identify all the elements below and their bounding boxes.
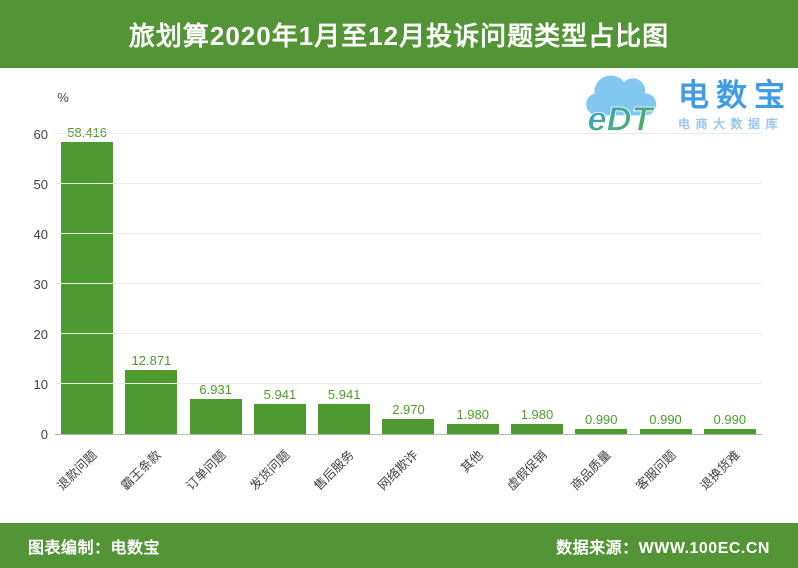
x-tick-label: 网络欺诈 bbox=[375, 447, 422, 494]
bar-column-网络欺诈: 2.970 bbox=[376, 402, 440, 434]
bar-value-label: 6.931 bbox=[199, 382, 232, 398]
bar-column-虚假促销: 1.980 bbox=[505, 407, 569, 434]
bar-value-label: 0.990 bbox=[584, 412, 618, 428]
bars-row: 58.416 12.871 6.931 5.941 5.941 2.970 1.980 1.9… bbox=[55, 125, 762, 434]
bar bbox=[125, 369, 178, 434]
bar-column-退换货难: 0.990 bbox=[698, 412, 762, 434]
logo-brand-text: 电数宝 bbox=[678, 77, 792, 113]
y-tick-label-20: 20 bbox=[33, 327, 48, 342]
bar-column-霸王条款: 12.871 bbox=[119, 353, 183, 434]
footer-band: 图表编制：电数宝 数据来源：WWW.100EC.CN bbox=[0, 523, 798, 568]
x-tick-label: 退款问题 bbox=[54, 447, 100, 494]
x-tick-label: 客服问题 bbox=[632, 447, 679, 494]
gridline-20 bbox=[55, 333, 762, 334]
plot-area: 58.416 12.871 6.931 5.941 5.941 2.970 1.980 1.9… bbox=[34, 125, 762, 493]
header-band: 旅划算2020年1月至12月投诉问题类型占比图 bbox=[0, 0, 798, 68]
gridline-40 bbox=[55, 233, 762, 234]
bar-column-其他: 1.980 bbox=[441, 407, 505, 434]
cloud-edt-text: eDT bbox=[588, 101, 656, 137]
bar bbox=[703, 429, 756, 434]
bar bbox=[446, 424, 499, 434]
bar-value-label: 0.990 bbox=[649, 412, 682, 428]
y-tick-label-30: 30 bbox=[33, 277, 48, 292]
logo-sub-text: 电商大数据库 bbox=[678, 117, 784, 132]
bar-value-label: 1.980 bbox=[456, 407, 489, 423]
x-tick-label: 霸王条款 bbox=[118, 447, 165, 494]
edt-logo: eDT 电数宝 电商大数据库 bbox=[580, 70, 792, 136]
y-axis-unit-label: % bbox=[57, 90, 69, 105]
bar-value-label: 1.980 bbox=[520, 407, 554, 423]
bar bbox=[382, 419, 435, 434]
x-tick-label: 发货问题 bbox=[247, 447, 293, 494]
bar-column-售后服务: 5.941 bbox=[312, 387, 376, 434]
gridline-60 bbox=[55, 133, 762, 134]
bar-column-客服问题: 0.990 bbox=[633, 412, 697, 434]
bar bbox=[575, 429, 628, 434]
y-tick-label-60: 60 bbox=[33, 127, 48, 142]
y-tick-label-50: 50 bbox=[33, 177, 48, 192]
x-tick-label: 商品质量 bbox=[568, 447, 614, 494]
x-tick-label: 退换货难 bbox=[697, 447, 743, 494]
bar-column-商品质量: 0.990 bbox=[569, 412, 633, 434]
bar-column-发货问题: 5.941 bbox=[248, 387, 312, 434]
bar bbox=[189, 399, 242, 434]
gridline-50 bbox=[55, 183, 762, 184]
x-axis-labels: 退款问题 霸王条款 订单问题 发货问题 售后服务 网络欺诈 其他 虚假促销 商品质量 客服问题 退换… bbox=[55, 435, 762, 505]
y-tick-label-0: 0 bbox=[40, 427, 48, 442]
x-tick-label: 虚假促销 bbox=[504, 447, 550, 494]
gridline-10 bbox=[55, 383, 762, 384]
gridline-30 bbox=[55, 283, 762, 284]
bar-value-label: 5.941 bbox=[327, 387, 361, 403]
chart-title: 旅划算2020年1月至12月投诉问题类型占比图 bbox=[128, 20, 670, 51]
footer-credit: 图表编制：电数宝 bbox=[28, 539, 161, 557]
bar bbox=[253, 404, 306, 434]
bar-column-退款问题: 58.416 bbox=[55, 125, 119, 434]
x-tick-label: 订单问题 bbox=[183, 447, 229, 494]
bar-value-label: 2.970 bbox=[392, 402, 425, 418]
bar bbox=[61, 141, 114, 434]
footer-source: 数据来源：WWW.100EC.CN bbox=[556, 539, 770, 557]
cloud-icon: eDT bbox=[586, 75, 657, 137]
bar bbox=[510, 424, 563, 434]
x-tick-label: 售后服务 bbox=[311, 447, 357, 494]
y-tick-label-10: 10 bbox=[33, 377, 48, 392]
x-tick-label: 其他 bbox=[457, 447, 486, 476]
bar-value-label: 0.990 bbox=[713, 412, 747, 428]
bar-value-label: 12.871 bbox=[131, 352, 172, 368]
bar bbox=[639, 429, 692, 434]
bar-column-订单问题: 6.931 bbox=[184, 382, 248, 434]
y-tick-label-40: 40 bbox=[33, 227, 48, 242]
chart-region: eDT 电数宝 电商大数据库 % 58.416 12.871 6.931 5.941 5… bbox=[0, 68, 798, 523]
bar-value-label: 5.941 bbox=[263, 387, 297, 403]
bar-value-label: 58.416 bbox=[67, 124, 108, 140]
bar bbox=[318, 404, 371, 434]
